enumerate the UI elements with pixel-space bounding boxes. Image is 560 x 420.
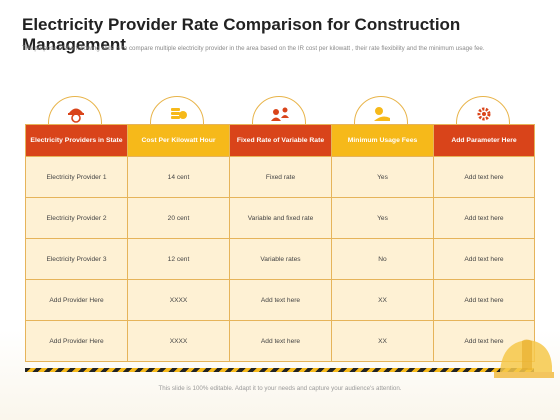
table-cell: Variable rates — [229, 238, 332, 280]
coins-icon — [171, 108, 187, 119]
table-row: Add Provider Here XXXX Add text here XX … — [25, 320, 535, 362]
table-header-row: Electricity Providers in State Cost Per … — [25, 124, 535, 157]
table-cell: No — [331, 238, 434, 280]
table-row: Electricity Provider 3 12 cent Variable … — [25, 238, 535, 280]
icon-cell — [331, 96, 433, 150]
table-cell: Electricity Provider 1 — [25, 156, 128, 198]
table-cell: Yes — [331, 156, 434, 198]
table-cell: Electricity Provider 2 — [25, 197, 128, 239]
money-icon — [374, 107, 390, 121]
icon-cell — [433, 96, 535, 150]
page-subtitle: The purpose of the following slide is to… — [22, 45, 485, 52]
hazard-stripe — [25, 368, 534, 372]
table-cell: XX — [331, 320, 434, 362]
table-cell: XX — [331, 279, 434, 321]
table-row: Electricity Provider 1 14 cent Fixed rat… — [25, 156, 535, 198]
comparison-table: Electricity Providers in State Cost Per … — [25, 124, 535, 362]
icon-cell — [229, 96, 331, 150]
table-cell: Add text here — [433, 156, 535, 198]
table-cell: Add text here — [433, 197, 535, 239]
gear-icon — [477, 107, 491, 121]
table-cell: XXXX — [127, 320, 230, 362]
engineer-icon — [68, 108, 84, 123]
header-min-fees: Minimum Usage Fees — [331, 124, 434, 157]
people-icon — [271, 107, 289, 121]
table-cell: 14 cent — [127, 156, 230, 198]
table-cell: Fixed rate — [229, 156, 332, 198]
table-cell: Add text here — [433, 279, 535, 321]
table-cell: 20 cent — [127, 197, 230, 239]
icon-row — [25, 96, 535, 150]
table-row: Electricity Provider 2 20 cent Variable … — [25, 197, 535, 239]
page-title: Electricity Provider Rate Comparison for… — [22, 15, 461, 54]
table-cell: Yes — [331, 197, 434, 239]
icon-cell — [25, 96, 127, 150]
table-cell: Add Provider Here — [25, 279, 128, 321]
table-row: Add Provider Here XXXX Add text here XX … — [25, 279, 535, 321]
table-cell: Add text here — [433, 238, 535, 280]
header-rate-type: Fixed Rate of Variable Rate — [229, 124, 332, 157]
table-cell: 12 cent — [127, 238, 230, 280]
table-cell: Electricity Provider 3 — [25, 238, 128, 280]
table-cell: Add text here — [229, 320, 332, 362]
header-providers: Electricity Providers in State — [25, 124, 128, 157]
header-cost: Cost Per Kilowatt Hour — [127, 124, 230, 157]
table-cell: Variable and fixed rate — [229, 197, 332, 239]
icon-cell — [127, 96, 229, 150]
table-cell: Add text here — [229, 279, 332, 321]
table-cell: XXXX — [127, 279, 230, 321]
footer-note: This slide is 100% editable. Adapt it to… — [158, 385, 402, 392]
header-parameter: Add Parameter Here — [433, 124, 535, 157]
hard-hat-icon — [494, 339, 554, 378]
table-cell: Add Provider Here — [25, 320, 128, 362]
